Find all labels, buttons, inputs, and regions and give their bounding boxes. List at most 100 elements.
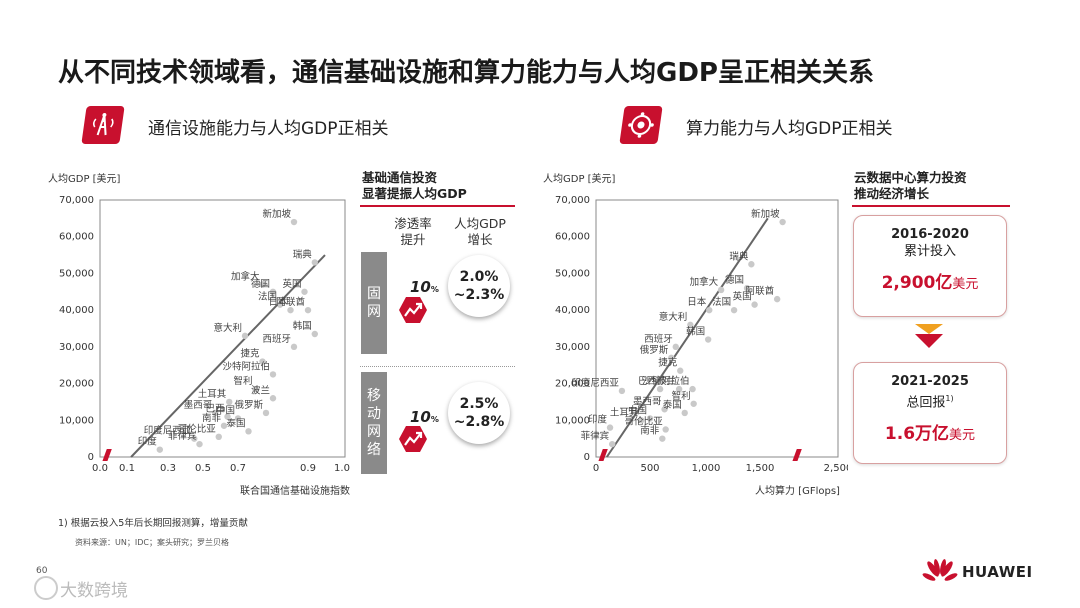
col2-line1: 人均GDP — [454, 216, 506, 231]
left-panel-heading-line1: 基础通信投资 — [362, 170, 438, 185]
point-label: 捷克 — [240, 348, 260, 360]
data-point — [609, 440, 616, 448]
data-point — [311, 330, 318, 338]
point-label: 加拿大 — [231, 270, 260, 282]
huawei-logo-icon — [922, 559, 958, 581]
right-section-title: 算力能力与人均GDP正相关 — [686, 119, 893, 139]
point-label: 俄罗斯 — [234, 399, 263, 411]
band1-char2: 网 — [367, 304, 381, 320]
data-point — [661, 406, 668, 413]
data-point — [606, 424, 614, 431]
point-label: 阿联酋 — [276, 296, 305, 308]
axis-break-marker — [792, 449, 802, 461]
y-tick-label: 40,000 — [59, 305, 94, 316]
data-point — [234, 415, 242, 422]
point-label: 日本 — [268, 296, 288, 308]
data-point — [773, 295, 781, 303]
right-scatter-chart: 0 10,000 20,000 30,000 40,000 50,000 60,000 70,… — [555, 195, 848, 474]
band2-char3: 网 — [367, 424, 381, 440]
right-chart-xlabel: 人均算力 [GFlops] — [755, 486, 840, 497]
point-label: 西班牙 — [262, 333, 291, 345]
watermark-text: 大数跨境 — [60, 581, 128, 601]
data-point — [687, 321, 694, 329]
data-point — [252, 385, 259, 393]
point-label: 南非 — [640, 425, 660, 437]
point-label: 波兰 — [251, 384, 270, 396]
data-point — [690, 400, 697, 407]
page-title: 从不同技术领域看，通信基础设施和算力能力与人均GDP呈正相关关系 — [58, 58, 874, 88]
point-label: 菲律宾 — [581, 430, 610, 442]
point-label: 泰国 — [663, 399, 682, 411]
y-tick-label: 40,000 — [555, 305, 590, 316]
point-label: 印度尼西亚 — [571, 377, 619, 389]
point-label: 新加坡 — [262, 208, 291, 220]
x-tick-label: 0 — [593, 463, 599, 474]
data-point — [618, 387, 626, 395]
card1-unit: 美元 — [952, 277, 979, 292]
band-fixed-network: 固 网 — [361, 252, 387, 354]
row2-growth-bubble: 2.5% ~2.8% — [448, 382, 510, 444]
source-note: 资料来源：UN；IDC；案头研究；罗兰贝格 — [75, 538, 229, 547]
y-tick-label: 0 — [584, 452, 590, 463]
point-label: 菲律宾 — [168, 430, 197, 442]
row1-growth-line1: 2.0% — [459, 269, 499, 285]
data-point — [656, 385, 664, 393]
band2-char2: 动 — [367, 406, 381, 422]
point-label: 新加坡 — [751, 208, 780, 220]
row2-pct: 10% — [410, 408, 439, 426]
band2-char1: 移 — [367, 388, 381, 404]
row1-growth-line2: ~2.3% — [453, 287, 505, 303]
right-panel-heading: 云数据中心算力投资 推动经济增长 — [854, 170, 967, 202]
x-tick-label: 500 — [640, 463, 659, 474]
data-point — [241, 332, 249, 340]
right-panel-heading-line2: 推动经济增长 — [854, 186, 930, 201]
brand-name: HUAWEI — [962, 563, 1033, 581]
growth-arrow-icon — [399, 297, 427, 323]
data-point — [269, 288, 277, 295]
band-mobile-network: 移 动 网 络 — [361, 372, 387, 474]
point-label: 哥伦比亚 — [178, 423, 217, 435]
data-point — [668, 354, 675, 362]
point-label: 波兰 — [657, 375, 676, 387]
right-panel-heading-line1: 云数据中心算力投资 — [854, 170, 967, 185]
watermark-logo-icon — [34, 576, 58, 600]
data-point — [262, 409, 270, 417]
x-tick-label: 0.5 — [195, 463, 211, 474]
data-point — [259, 281, 266, 288]
data-point — [659, 435, 666, 442]
data-point — [212, 409, 219, 417]
point-label: 德国 — [251, 278, 270, 290]
investment-card: 2016-2020 累计投入 2,900亿美元 — [853, 215, 1007, 317]
point-label: 捷克 — [658, 357, 678, 369]
row2-growth-line2: ~2.8% — [453, 414, 505, 430]
point-label: 意大利 — [213, 322, 242, 334]
point-label: 巴西 — [205, 404, 224, 415]
data-point — [245, 428, 252, 435]
x-tick-label: 1,500 — [746, 463, 775, 474]
point-label: 英国 — [282, 278, 301, 290]
data-point — [662, 426, 669, 433]
left-panel-divider — [360, 205, 515, 207]
point-label: 土耳其 — [198, 388, 227, 400]
col-gdp-growth-header: 人均GDP 增长 — [448, 216, 512, 248]
data-point — [779, 218, 786, 226]
y-tick-label: 10,000 — [555, 415, 590, 426]
data-point — [259, 358, 266, 365]
row2-pct-unit: % — [430, 415, 439, 424]
point-label: 墨西哥 — [633, 396, 662, 407]
left-chart-xlabel: 联合国通信基础设施指数 — [240, 486, 350, 497]
data-point — [156, 446, 163, 453]
data-point — [224, 413, 231, 420]
y-tick-label: 30,000 — [555, 342, 590, 353]
col1-line1: 渗透率 — [394, 216, 432, 231]
point-label: 法国 — [712, 296, 731, 308]
y-tick-label: 60,000 — [59, 232, 94, 243]
card2-label-row: 总回报1) — [854, 390, 1006, 411]
point-label: 瑞典 — [293, 248, 313, 260]
trend-line — [605, 217, 769, 458]
y-tick-label: 70,000 — [555, 195, 590, 206]
double-chevron-down-icon — [915, 324, 943, 348]
plot-frame — [99, 199, 346, 458]
point-label: 阿联酋 — [746, 285, 775, 297]
data-point — [646, 415, 654, 422]
